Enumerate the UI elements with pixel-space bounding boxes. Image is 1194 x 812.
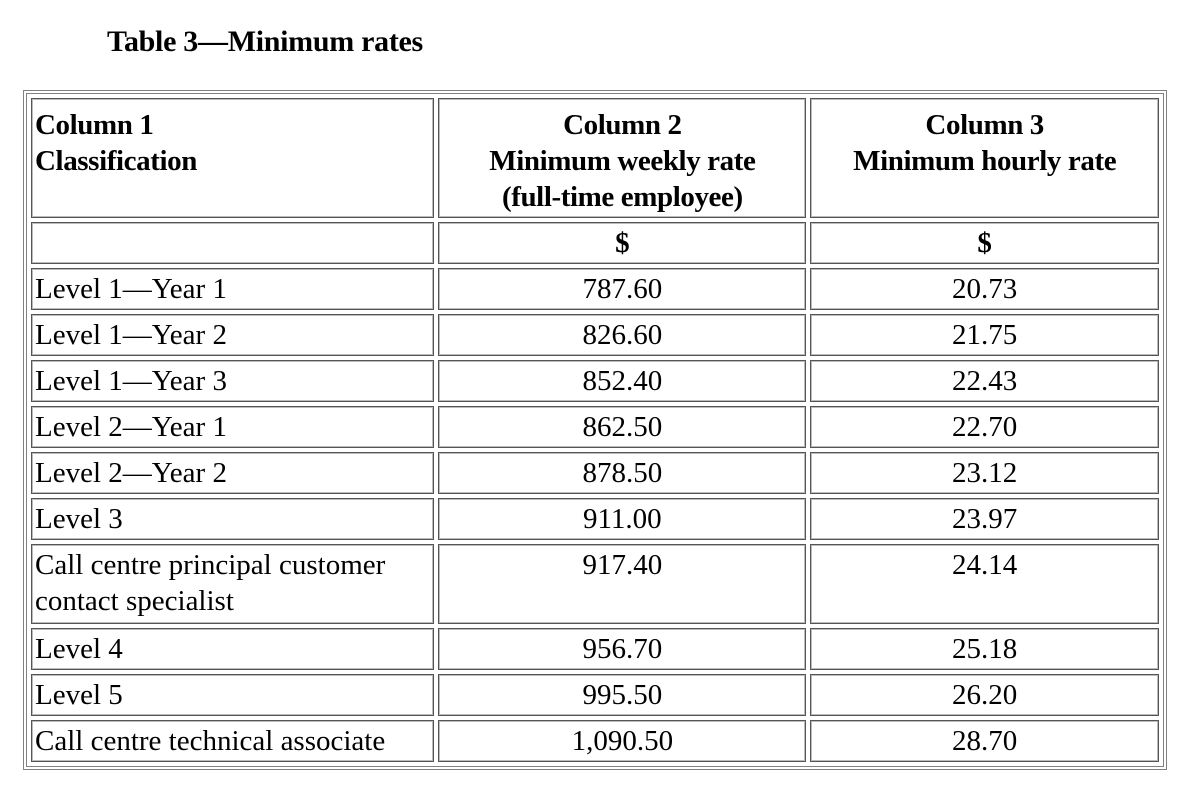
classification-cell: Level 1—Year 2 [31,314,435,356]
header-column-3-label: Minimum hourly rate [853,145,1117,177]
table-row: Level 5 995.50 26.20 [31,674,1159,716]
table-row: Call centre principal customer contact s… [31,544,1159,624]
classification-cell: Level 5 [31,674,435,716]
table-row: Level 2—Year 2 878.50 23.12 [31,452,1159,494]
header-column-2-label: Minimum weekly rate [489,145,756,177]
weekly-rate-cell: 787.60 [438,268,807,310]
units-row: $ $ [31,222,1159,264]
header-column-2-note: (full-time employee) [501,181,743,213]
weekly-rate-cell: 826.60 [438,314,807,356]
weekly-rate-cell: 911.00 [438,498,807,540]
table-row: Level 3 911.00 23.97 [31,498,1159,540]
weekly-rate-cell: 1,090.50 [438,720,807,762]
classification-cell: Call centre technical associate [31,720,435,762]
table-row: Level 4 956.70 25.18 [31,628,1159,670]
hourly-rate-cell: 22.70 [810,406,1159,448]
header-column-3-number: Column 3 [925,109,1044,141]
hourly-rate-cell: 24.14 [810,544,1159,624]
weekly-rate-cell: 878.50 [438,452,807,494]
table-row: Call centre technical associate 1,090.50 2… [31,720,1159,762]
units-column-1 [31,222,435,264]
classification-cell: Level 3 [31,498,435,540]
header-column-1: Column 1 Classification [31,98,435,218]
table-row: Level 1—Year 3 852.40 22.43 [31,360,1159,402]
classification-cell: Call centre principal customer contact s… [31,544,435,624]
weekly-rate-cell: 995.50 [438,674,807,716]
hourly-rate-cell: 28.70 [810,720,1159,762]
header-column-1-label: Classification [35,145,197,177]
units-column-3: $ [810,222,1159,264]
hourly-rate-cell: 23.12 [810,452,1159,494]
table-row: Level 2—Year 1 862.50 22.70 [31,406,1159,448]
classification-cell: Level 1—Year 3 [31,360,435,402]
units-column-2: $ [438,222,807,264]
classification-cell: Level 2—Year 1 [31,406,435,448]
classification-cell: Level 2—Year 2 [31,452,435,494]
weekly-rate-cell: 862.50 [438,406,807,448]
minimum-rates-table: Column 1 Classification Column 2 Minimum… [23,90,1167,770]
hourly-rate-cell: 23.97 [810,498,1159,540]
table-row: Level 1—Year 1 787.60 20.73 [31,268,1159,310]
classification-cell: Level 4 [31,628,435,670]
classification-cell: Level 1—Year 1 [31,268,435,310]
table-row: Level 1—Year 2 826.60 21.75 [31,314,1159,356]
header-column-2-number: Column 2 [563,109,682,141]
hourly-rate-cell: 25.18 [810,628,1159,670]
header-row: Column 1 Classification Column 2 Minimum… [31,98,1159,218]
header-column-1-number: Column 1 [35,109,154,141]
hourly-rate-cell: 20.73 [810,268,1159,310]
table-title: Table 3—Minimum rates [107,25,423,58]
hourly-rate-cell: 22.43 [810,360,1159,402]
header-column-3: Column 3 Minimum hourly rate [810,98,1159,218]
header-column-2: Column 2 Minimum weekly rate (full-time … [438,98,807,218]
weekly-rate-cell: 917.40 [438,544,807,624]
weekly-rate-cell: 956.70 [438,628,807,670]
weekly-rate-cell: 852.40 [438,360,807,402]
hourly-rate-cell: 21.75 [810,314,1159,356]
hourly-rate-cell: 26.20 [810,674,1159,716]
